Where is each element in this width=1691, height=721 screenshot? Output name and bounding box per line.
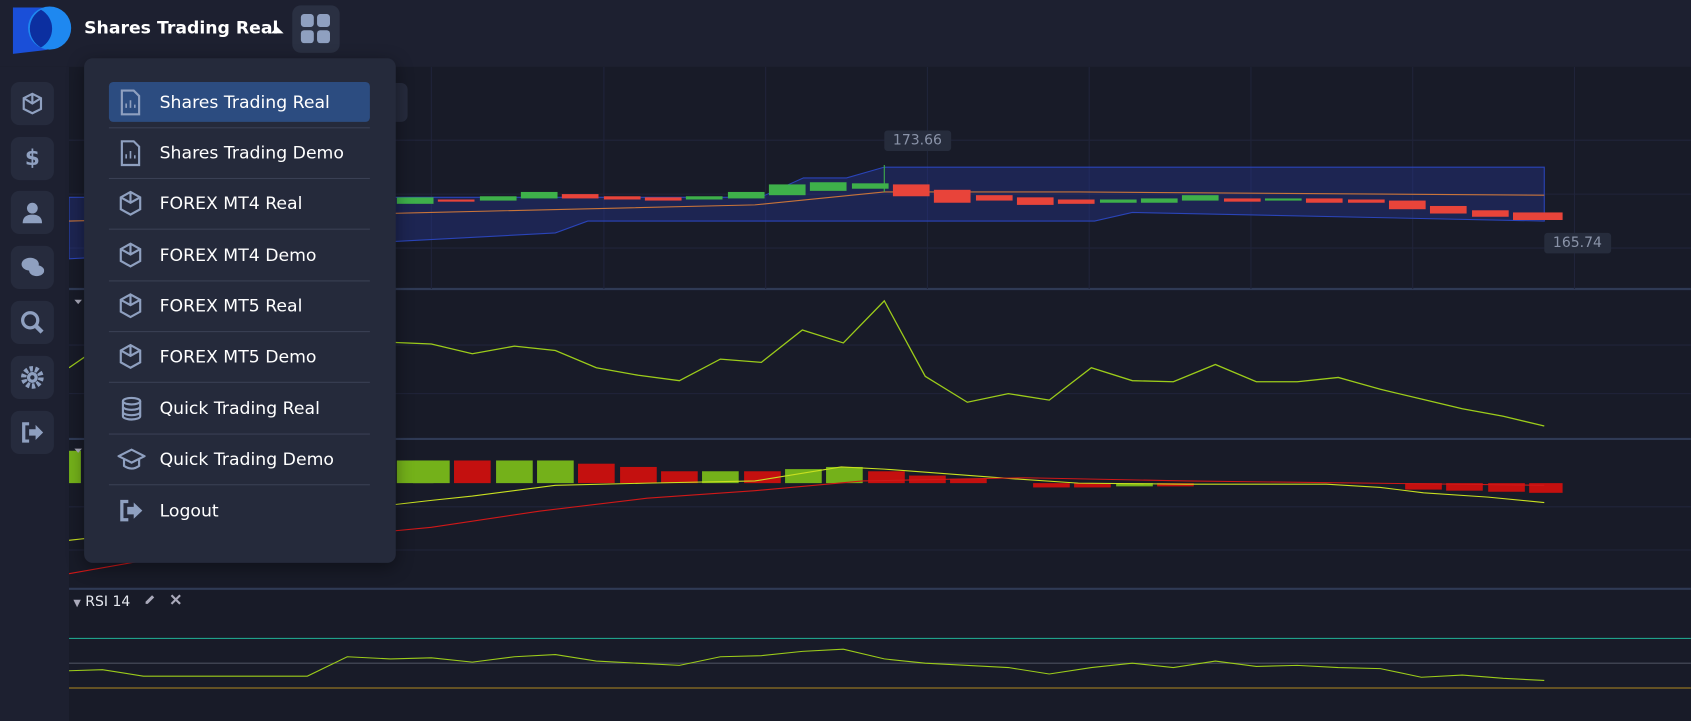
menu-item[interactable]: Quick Trading Real [109,388,370,428]
menu-label: FOREX MT5 Demo [159,346,317,367]
account-name[interactable]: Shares Trading Real [84,17,279,38]
menu-item[interactable]: FOREX MT4 Demo [109,235,370,275]
menu-item[interactable]: Logout [109,491,370,531]
logo[interactable] [11,4,76,58]
rsi-period: 14 [112,594,131,611]
menu-item[interactable]: Quick Trading Demo [109,439,370,479]
nav-accounts[interactable] [10,81,54,126]
menu-label: Logout [159,500,219,521]
candles [396,164,1563,220]
menu-item[interactable]: FOREX MT5 Demo [109,336,370,376]
indicator-line [68,299,1545,427]
menu-item[interactable]: FOREX MT4 Real [109,183,370,223]
signal-line [68,466,1545,541]
rsi-header: ▼ RSI 14 [73,593,182,610]
nav-logout[interactable] [10,410,54,455]
nav-analytics[interactable] [10,300,54,345]
menu-item[interactable]: Shares Trading Real [108,81,370,122]
caret[interactable] [270,26,284,35]
sidebar: $ [0,66,70,721]
nav-settings[interactable] [10,355,54,400]
menu-label: FOREX MT4 Demo [159,244,317,266]
nav-finance[interactable]: $ [10,136,54,181]
nav-profile[interactable] [10,190,54,235]
rsi-name: RSI [85,594,109,611]
top-bar: Shares Trading Real [0,0,1691,67]
rsi-line [69,648,1545,682]
edit-icon[interactable] [143,593,156,606]
menu-label: Shares Trading Real [159,91,330,113]
account-menu: Shares Trading Real Shares Trading Demo … [84,58,396,563]
menu-label: Shares Trading Demo [159,142,344,163]
close-icon[interactable] [169,593,182,606]
apps-button[interactable] [292,5,340,53]
menu-label: Quick Trading Demo [159,448,334,470]
menu-label: Quick Trading Real [159,397,320,419]
nav-chat[interactable] [10,245,54,290]
menu-item[interactable]: Shares Trading Demo [109,133,370,173]
svg-text:$: $ [25,147,40,171]
band [68,166,1545,260]
price-label-high: 173.66 [884,130,951,151]
menu-label: FOREX MT4 Real [159,193,303,214]
menu-label: FOREX MT5 Real [159,295,303,316]
menu-item[interactable]: FOREX MT5 Real [109,286,370,326]
price-label-low: 165.74 [1544,232,1611,254]
